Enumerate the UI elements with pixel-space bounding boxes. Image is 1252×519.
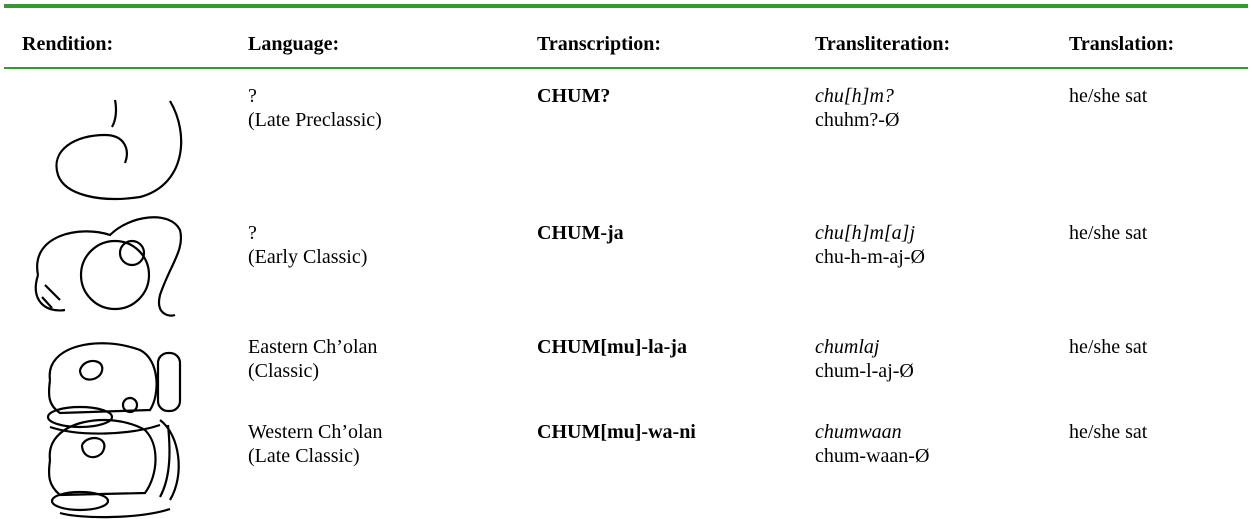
analysis: chum-waan-Ø [815,445,930,467]
glyph-drawing [55,99,183,201]
column-header: Rendition: [22,33,114,55]
transliteration-text: chu[h]m[a]j [815,222,916,244]
language: Eastern Ch’olan (Classic) [248,335,377,383]
transliteration-text: chumlaj [815,336,880,358]
transcription: CHUM[mu]-la-ja [537,336,687,358]
language-line: (Late Classic) [248,445,360,467]
header-rule [4,67,1248,69]
glyph-drawing [34,216,183,317]
transliteration-text: chumwaan [815,421,902,443]
language-line: Eastern Ch’olan [248,336,378,358]
language-line: ? [248,85,257,107]
language-line: (Classic) [248,360,320,382]
transcription: CHUM? [537,85,611,107]
glyph-drawing [47,418,180,519]
column-header: Transcription: [537,33,662,55]
transcription: CHUM-ja [537,222,624,244]
language-line: Western Ch’olan [248,421,383,443]
translation: he/she sat [1069,85,1148,107]
glyph-drawing [46,342,182,435]
language: ? (Late Preclassic) [248,84,382,132]
transcription: CHUM[mu]-wa-ni [537,421,696,443]
column-header: Translation: [1069,33,1175,55]
column-header: Language: [248,33,340,55]
transliteration-text: chu[h]m? [815,85,894,107]
translation: he/she sat [1069,421,1148,443]
top-rule [4,4,1248,8]
translation: he/she sat [1069,336,1148,358]
column-header: Transliteration: [815,33,951,55]
analysis: chu-h-m-aj-Ø [815,246,925,268]
language-line: (Late Preclassic) [248,109,382,131]
transliteration: chumwaan chum-waan-Ø [815,420,929,468]
translation: he/she sat [1069,222,1148,244]
analysis: chuhm?-Ø [815,109,900,131]
transliteration: chu[h]m? chuhm?-Ø [815,84,899,132]
transliteration: chu[h]m[a]j chu-h-m-aj-Ø [815,221,925,269]
transliteration: chumlaj chum-l-aj-Ø [815,335,914,383]
language: Western Ch’olan (Late Classic) [248,420,382,468]
analysis: chum-l-aj-Ø [815,360,914,382]
language-line: (Early Classic) [248,246,368,268]
language: ? (Early Classic) [248,221,367,269]
language-line: ? [248,222,257,244]
